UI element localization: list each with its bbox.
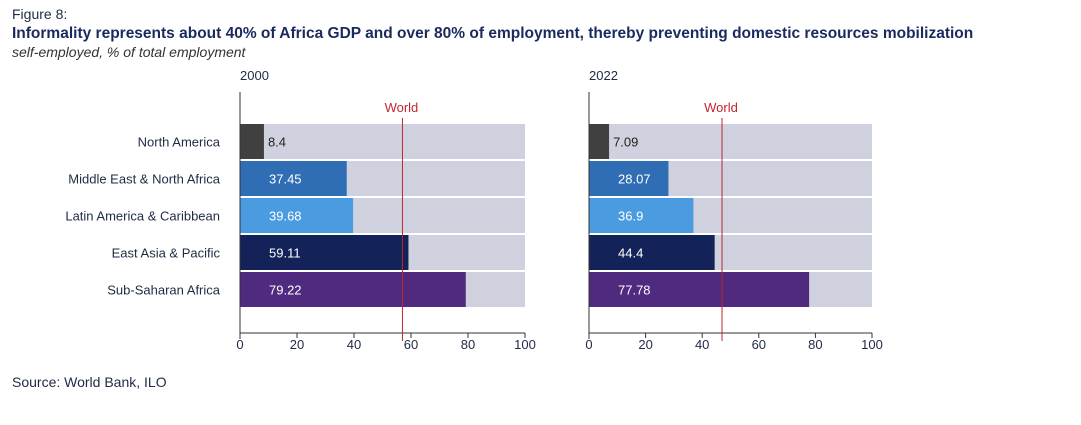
panel-2-value-label-sub-saharan-africa: 77.78 (618, 283, 651, 298)
category-label-latin-america-and-caribbean: Latin America & Caribbean (65, 209, 220, 224)
figure-label: Figure 8: (12, 6, 68, 22)
panel-2-value-label-latin-america-and-caribbean: 36.9 (618, 209, 643, 224)
panel-1-bar-sub-saharan-africa (240, 272, 466, 307)
panel-2-bar-east-asia-and-pacific (589, 235, 715, 270)
panel-2-x-tick-label-100: 100 (861, 337, 883, 352)
panel-1-x-tick-label-20: 20 (290, 337, 304, 352)
panel-1-bar-latin-america-and-caribbean (240, 198, 354, 233)
panel-1-x-tick-label-60: 60 (404, 337, 418, 352)
panel-2-world-label: World (704, 100, 738, 115)
panel-2-x-tick-label-40: 40 (695, 337, 709, 352)
panel-1-bar-east-asia-and-pacific (240, 235, 409, 270)
panel-2-bar-middle-east-and-north-africa (589, 161, 669, 196)
panel-2-x-tick-label-0: 0 (585, 337, 592, 352)
source-note: Source: World Bank, ILO (12, 374, 167, 390)
category-label-middle-east-and-north-africa: Middle East & North Africa (68, 172, 220, 187)
panel-1-bar-north-america (240, 124, 264, 159)
panel-2-value-label-middle-east-and-north-africa: 28.07 (618, 172, 651, 187)
panel-1-value-label-east-asia-and-pacific: 59.11 (269, 246, 301, 261)
panel-1-bar-bg-north-america (240, 124, 525, 159)
category-label-north-america: North America (138, 135, 221, 150)
chart-title: Informality represents about 40% of Afri… (12, 25, 974, 42)
panel-2-bar-sub-saharan-africa (589, 272, 810, 307)
panel-1-bar-middle-east-and-north-africa (240, 161, 347, 196)
panel-1-value-label-middle-east-and-north-africa: 37.45 (269, 172, 302, 187)
panel-2-bar-bg-north-america (589, 124, 872, 159)
panel-2-bar-latin-america-and-caribbean (589, 198, 694, 233)
panel-1-value-label-north-america: 8.4 (268, 135, 286, 150)
category-label-sub-saharan-africa: Sub-Saharan Africa (107, 283, 221, 298)
panel-1-title: 2000 (240, 68, 269, 83)
panel-1-x-tick-label-40: 40 (347, 337, 361, 352)
panel-1-x-tick-label-80: 80 (461, 337, 475, 352)
panel-1-world-label: World (385, 100, 419, 115)
panel-2-value-label-north-america: 7.09 (613, 135, 638, 150)
panel-2-value-label-east-asia-and-pacific: 44.4 (618, 246, 643, 261)
panel-1-value-label-sub-saharan-africa: 79.22 (269, 283, 302, 298)
panel-1-x-tick-label-0: 0 (236, 337, 243, 352)
panel-2-bar-north-america (589, 124, 610, 159)
panel-2-x-tick-label-20: 20 (638, 337, 652, 352)
panel-1-value-label-latin-america-and-caribbean: 39.68 (269, 209, 302, 224)
panel-2-x-tick-label-60: 60 (752, 337, 766, 352)
panel-2-title: 2022 (589, 68, 618, 83)
panel-1-x-tick-label-100: 100 (514, 337, 536, 352)
chart-subtitle: self-employed, % of total employment (12, 44, 246, 60)
panel-2-x-tick-label-80: 80 (808, 337, 822, 352)
category-label-east-asia-and-pacific: East Asia & Pacific (112, 246, 221, 261)
